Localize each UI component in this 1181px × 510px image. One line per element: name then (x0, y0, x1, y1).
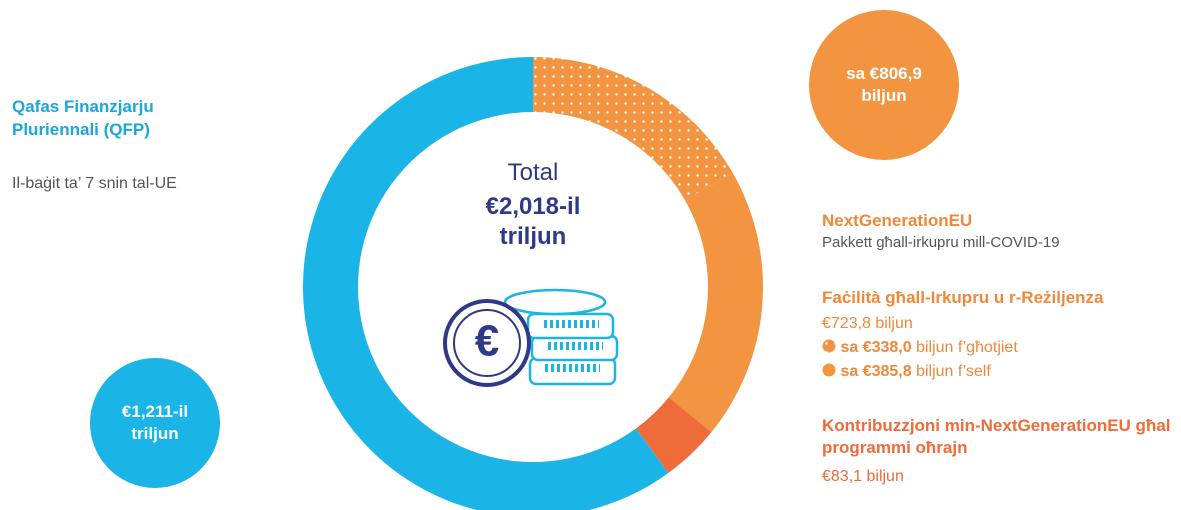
total-label: Total (507, 159, 559, 186)
other-amount: €83,1 biljun (822, 468, 904, 485)
loans-dot (822, 363, 836, 377)
rrf-title: Faċilità għall-Irkupru u r-Reżiljenza (822, 288, 1104, 307)
other-title: Kontribuzzjoni min-NextGenerationEU għal… (822, 416, 1171, 457)
grants-value: sa €338,0 (840, 339, 912, 356)
total-value: €2,018-il triljun (485, 193, 581, 250)
rrf-amount: €723,8 biljun (822, 315, 913, 332)
ngeu-title: NextGenerationEU (822, 211, 973, 230)
grants-suffix: biljun f’għotjiet (911, 339, 1018, 356)
donut-segment (533, 57, 733, 201)
ngeu-subtitle: Pakkett għall-irkupru mill-COVID-19 (822, 234, 1060, 251)
loans-value: sa €385,8 (840, 363, 912, 380)
mff-title: Qafas Finanzjarju Pluriennali (QFP) (12, 97, 154, 139)
mff-subtitle: Il-baġit ta’ 7 snin tal-UE (12, 175, 177, 192)
donut-segment (635, 397, 712, 473)
mff-circle: €1,211-il triljun (90, 358, 220, 488)
grants-dot (822, 339, 836, 353)
ngeu-circle: sa €806,9 biljun (809, 10, 959, 160)
donut-segment (668, 173, 763, 433)
loans-line: sa €385,8 biljun f’self (822, 361, 991, 383)
loans-suffix: biljun f’self (911, 363, 991, 380)
svg-text:€: € (475, 317, 499, 366)
grants-line: sa €338,0 biljun f’għotjiet (822, 337, 1018, 359)
donut-segment (303, 57, 669, 510)
coins-icon: € (443, 288, 619, 387)
